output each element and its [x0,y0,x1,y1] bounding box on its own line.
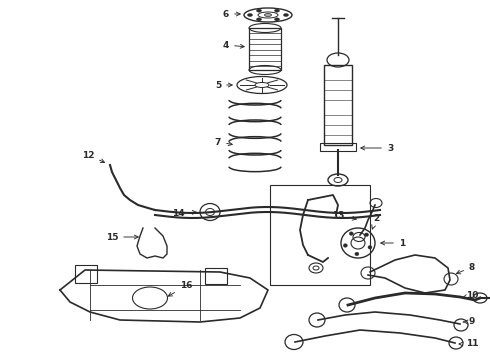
Text: 11: 11 [459,339,478,348]
Text: 6: 6 [223,9,240,18]
Bar [270,185,370,285]
Ellipse shape [256,9,262,12]
Text: 10: 10 [463,291,478,300]
Text: 3: 3 [361,144,393,153]
Text: 16: 16 [168,282,192,296]
Text: 14: 14 [172,208,196,217]
Text: 9: 9 [463,318,475,327]
Text: 5: 5 [215,81,232,90]
Bar [205,268,227,284]
Ellipse shape [256,18,262,21]
Bar [249,28,281,70]
Text: 15: 15 [106,233,138,242]
Text: 7: 7 [215,138,232,147]
Ellipse shape [274,9,279,12]
Bar [324,65,352,145]
Text: 8: 8 [457,262,475,274]
Ellipse shape [343,244,347,247]
Ellipse shape [349,232,353,235]
Ellipse shape [284,14,289,17]
Ellipse shape [365,233,368,237]
Bar [75,265,97,283]
Ellipse shape [368,246,372,249]
Ellipse shape [265,14,271,17]
Text: 1: 1 [381,239,405,248]
Bar [320,143,356,151]
Text: 2: 2 [372,213,379,229]
Text: 4: 4 [223,41,244,50]
Text: 13: 13 [332,211,356,220]
Ellipse shape [355,252,359,256]
Text: 12: 12 [82,150,104,163]
Ellipse shape [247,14,252,17]
Ellipse shape [274,18,279,21]
